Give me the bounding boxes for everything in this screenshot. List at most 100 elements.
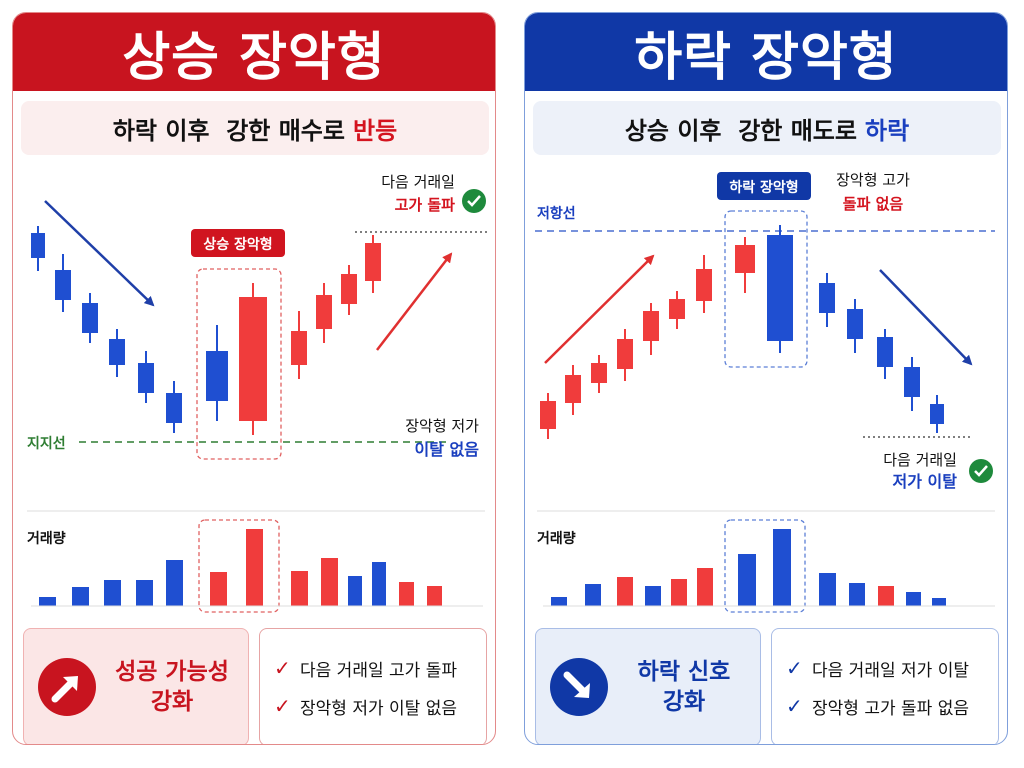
candle-bear-engulfing [767, 235, 793, 341]
signal-badge: 하락 신호 강화 [535, 628, 761, 744]
candle-bear [109, 339, 125, 365]
candle-bear [31, 233, 45, 258]
candle-bear [930, 404, 944, 424]
uptrend-arrow [376, 252, 453, 351]
volume-bar [399, 582, 414, 606]
candle-bull [316, 295, 332, 329]
volume-bar [697, 568, 713, 606]
support-label: 지지선 [27, 436, 66, 452]
subtitle-text: 상승 이후 강한 매도로 [624, 116, 857, 145]
volume-bar [39, 597, 56, 606]
low-label: 장악형 저가 [405, 417, 479, 435]
volume-bar [617, 577, 633, 606]
badge-line2: 강화 [662, 689, 706, 715]
downtrend-arrow [44, 200, 155, 307]
badge-line1: 하락 신호 [637, 659, 731, 685]
next-day-value: 저가 이탈 [893, 472, 958, 491]
volume-bar [104, 580, 121, 606]
volume-bar [321, 558, 338, 606]
panel-title: 하락 장악형 [525, 13, 1007, 91]
candle-bull [291, 331, 307, 365]
volume-label: 거래량 [27, 531, 66, 547]
pattern-label-bg [717, 172, 811, 200]
volume-bar [585, 584, 601, 606]
volume-highlight-box [198, 519, 280, 613]
volume-bars [551, 529, 946, 606]
check-icon: ✓ [274, 694, 291, 718]
pattern-label: 하락 장악형 [729, 179, 798, 196]
volume-bar [645, 586, 661, 606]
panel-subtitle: 하락 이후 강한 매수로 반등 [21, 101, 489, 155]
pattern-highlight-box [196, 268, 282, 460]
candle-bull [696, 269, 712, 301]
subtitle-accent: 하락 [864, 116, 910, 145]
arrow-up-right-icon [38, 658, 96, 716]
volume-bar [348, 576, 362, 606]
uptrend-arrow [544, 254, 655, 364]
signal-badge-text: 하락 신호 강화 [608, 657, 760, 717]
panel-subtitle: 상승 이후 강한 매도로 하락 [533, 101, 1001, 155]
next-day-label: 다음 거래일 [883, 451, 957, 469]
resistance-label: 저항선 [537, 205, 576, 222]
candle-bear [166, 393, 182, 423]
volume-bar [773, 529, 791, 606]
checklist-text: 장악형 고가 돌파 없음 [812, 698, 969, 719]
candles [540, 225, 944, 439]
volume-bar [738, 554, 756, 606]
candle-bull-small [735, 245, 755, 273]
volume-bar [849, 583, 865, 606]
next-day-label: 다음 거래일 [381, 173, 455, 191]
check-icon: ✓ [786, 694, 803, 718]
volume-bar [72, 587, 89, 606]
volume-bar [166, 560, 183, 606]
badge-line2: 강화 [150, 689, 194, 715]
volume-bar [136, 580, 153, 606]
checklist-item: ✓ 다음 거래일 고가 돌파 [274, 649, 486, 687]
condition-checklist: ✓ 다음 거래일 고가 돌파 ✓ 장악형 저가 이탈 없음 [259, 628, 487, 744]
checklist-text: 다음 거래일 고가 돌파 [300, 660, 457, 681]
volume-bar [819, 573, 836, 606]
candle-bull [591, 363, 607, 383]
pattern-label: 상승 장악형 [203, 236, 272, 253]
checklist-text: 다음 거래일 저가 이탈 [812, 660, 969, 681]
checklist-item: ✓ 다음 거래일 저가 이탈 [786, 649, 998, 687]
bearish-engulfing-panel: 하락 장악형 상승 이후 강한 매도로 하락 저항선 [524, 12, 1008, 745]
price-volume-diagram: 저항선 [535, 171, 995, 613]
high-value: 돌파 없음 [843, 195, 904, 213]
check-icon: ✓ [786, 656, 803, 680]
check-icon: ✓ [274, 656, 291, 680]
pattern-highlight-box [724, 210, 808, 368]
candle-bull [669, 299, 685, 319]
next-day-value: 고가 돌파 [395, 196, 456, 214]
candle-bull [365, 243, 381, 281]
candle-bull [540, 401, 556, 429]
candle-bear [82, 303, 98, 333]
check-circle-icon [969, 459, 993, 483]
panel-title: 상승 장악형 [13, 13, 495, 91]
candle-bear-small [206, 351, 228, 401]
volume-bar [372, 562, 386, 606]
subtitle-text: 하락 이후 강한 매수로 [112, 116, 345, 145]
subtitle-accent: 반등 [352, 116, 398, 145]
high-label: 장악형 고가 [836, 171, 910, 189]
candle-bear [904, 367, 920, 397]
volume-bar [906, 592, 921, 606]
volume-bar [932, 598, 946, 606]
check-circle-icon [462, 189, 486, 213]
price-volume-diagram: 지지선 [27, 173, 487, 613]
candle-bull-engulfing [239, 297, 267, 421]
checklist-item: ✓ 장악형 고가 돌파 없음 [786, 687, 998, 725]
volume-label: 거래량 [537, 531, 576, 547]
arrow-down-right-icon [550, 658, 608, 716]
checklist-text: 장악형 저가 이탈 없음 [300, 698, 457, 719]
volume-bar [551, 597, 567, 606]
volume-bar [427, 586, 442, 606]
volume-bar [246, 529, 263, 606]
candle-bear [55, 270, 71, 300]
candle-bear [819, 283, 835, 313]
volume-bar [671, 579, 687, 606]
signal-badge: 성공 가능성 강화 [23, 628, 249, 744]
candle-bear [847, 309, 863, 339]
candle-bull [565, 375, 581, 403]
downtrend-arrow [879, 269, 973, 366]
